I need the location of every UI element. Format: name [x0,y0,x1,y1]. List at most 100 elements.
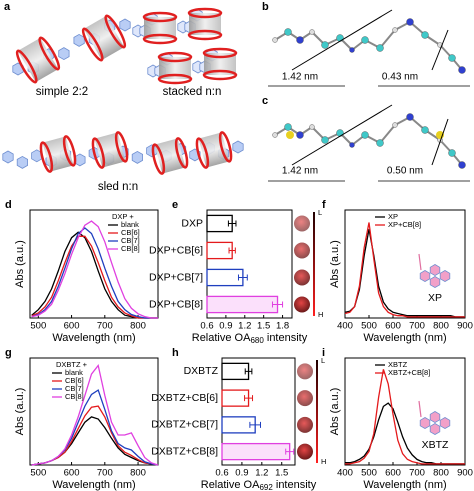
atom [421,31,429,39]
bar [221,442,291,461]
colorbar [316,360,318,463]
cylinder-body [198,132,230,168]
panel-label: i [322,347,325,359]
atom [406,18,414,26]
x-tick-label: 0.9 [235,468,248,479]
molecule-label: XBTZ [422,439,449,451]
cylinder-body [94,132,126,168]
side-chain [418,253,422,271]
cylinder-body [17,37,59,83]
colorbar-label: L [321,356,325,365]
x-axis-label: Relative OA680 intensity [192,332,308,345]
atom [286,131,294,139]
y-axis-label: Abs (a.u.) [329,388,341,436]
x-tick-label: 1.8 [276,321,289,332]
colorbar-label: H [318,310,323,319]
host-cylinder [142,11,178,45]
x-axis-label-part: 680 [250,336,264,345]
cylinder-rim [174,137,189,169]
plot-frame [29,357,159,466]
x-axis-label: Wavelength (nm) [363,479,446,491]
atom [458,66,466,74]
host-cylinder [202,47,238,81]
photo-dot [294,215,310,232]
x-tick-label: 600 [64,321,80,332]
photo-dot [294,296,310,313]
caption: simple 2:2 [36,86,88,98]
cylinder-rim [91,137,106,169]
legend-label: CB[6] [65,376,84,385]
plot-frame [344,209,466,319]
ring-icon [16,155,29,169]
ring-icon [419,417,431,429]
legend-label: CB[7] [65,384,84,393]
error-bar [227,220,237,227]
series-line [345,402,465,465]
plot-frame [29,209,159,319]
atom [309,29,315,35]
atom [448,149,456,157]
atom [321,136,329,144]
ring-icon [232,140,244,154]
atom [349,142,355,148]
ring-icon [73,33,85,47]
x-tick-label: 900 [457,468,473,479]
ring-icon [429,264,441,276]
atom [421,126,429,134]
cylinder-rim [114,131,129,163]
photo-dot [297,443,313,460]
atom [361,36,369,44]
host-cylinder [195,131,233,169]
plot-frame [221,357,296,466]
x-tick-label: 500 [361,321,377,332]
x-tick-label: 600 [385,321,401,332]
ring-icon [429,411,441,423]
legend-title: DXP + [112,212,134,221]
error-bar [244,395,254,402]
x-axis-label: Wavelength (nm) [363,332,446,344]
distance-line [431,29,449,71]
error-bar [271,301,284,308]
atom [406,113,414,121]
x-tick-label: 1.2 [238,321,251,332]
x-axis-label: Wavelength (nm) [52,479,135,491]
bond [379,29,396,49]
atom [309,124,315,130]
host-cylinder [15,36,61,84]
cylinder-rim [39,141,54,173]
x-tick-label: 800 [433,321,449,332]
panel-label: f [322,199,326,211]
side-chain [418,400,422,418]
atom [284,123,292,131]
cylinder-rim [157,73,193,85]
photo-dot [294,269,310,286]
atom [392,27,398,33]
distance-line [291,9,393,71]
ring-icon [119,18,131,32]
ring-icon [439,270,451,282]
category-label: DXP+CB[8] [149,298,203,310]
host-cylinder [151,137,189,175]
legend-label: XP [388,212,398,221]
legend-label: CB[6] [121,228,140,237]
x-tick-label: 800 [130,321,146,332]
x-tick-label: 800 [130,468,146,479]
y-axis-label: Abs (a.u.) [14,240,26,288]
atom [272,132,278,138]
series-line [31,227,158,319]
x-tick-label: 0.6 [215,468,228,479]
panel-label: b [262,1,269,13]
x-tick-label: 1.5 [275,468,288,479]
series-line [345,369,465,465]
category-label: DXP+CB[7] [149,271,203,283]
series-line [31,220,158,319]
photo-dot [297,416,313,433]
legend-title: DXBTZ + [56,360,88,369]
x-tick-label: 1.2 [255,468,268,479]
x-axis-label-part: Relative OA [201,479,260,491]
legend-label: XP+CB[8] [388,220,421,229]
host-cylinder [81,14,127,62]
cylinder-body [189,13,221,35]
cylinder-rim [202,47,238,59]
